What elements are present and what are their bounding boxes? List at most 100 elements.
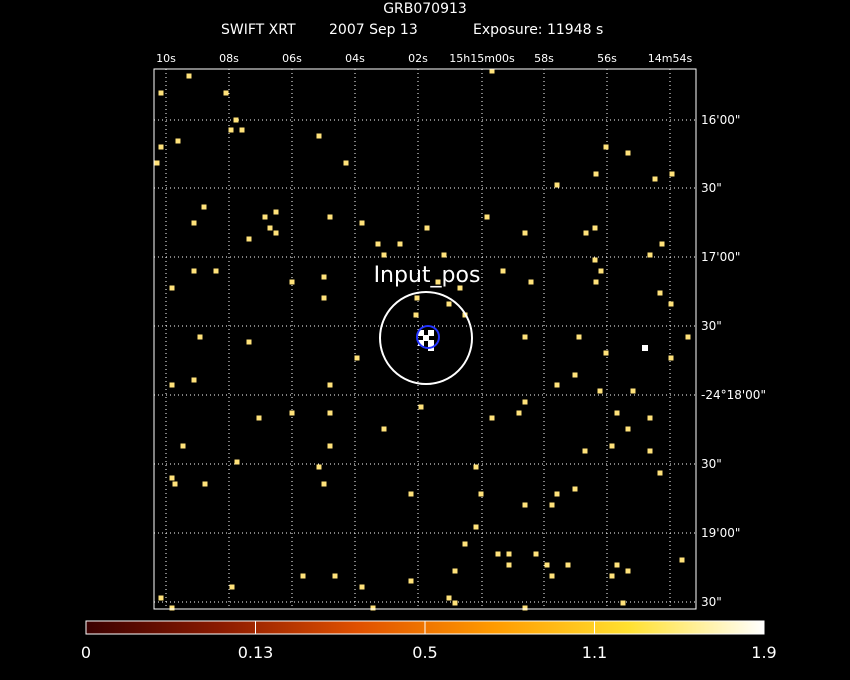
photon-event xyxy=(169,285,175,291)
photon-event xyxy=(598,268,604,274)
photon-event xyxy=(172,481,178,487)
photon-event xyxy=(191,220,197,226)
photon-event xyxy=(625,150,631,156)
photon-event xyxy=(593,279,599,285)
photon-event xyxy=(191,268,197,274)
photon-event xyxy=(647,252,653,258)
dec-tick-label: 30" xyxy=(701,319,722,333)
ra-tick-label: 02s xyxy=(408,52,428,65)
ra-tick-label: 15h15m00s xyxy=(449,52,515,65)
photon-event xyxy=(197,334,203,340)
photon-event xyxy=(446,595,452,601)
photon-events xyxy=(154,68,691,611)
photon-event xyxy=(397,241,403,247)
photon-event xyxy=(473,524,479,530)
photon-event xyxy=(321,274,327,280)
photon-event xyxy=(614,410,620,416)
photon-event xyxy=(175,138,181,144)
photon-event xyxy=(679,557,685,563)
ra-axis-labels: 10s 08s 06s 04s 02s 15h15m00s 58s 56s 14m54s xyxy=(156,52,692,65)
photon-event xyxy=(321,295,327,301)
photon-event xyxy=(418,404,424,410)
photon-event xyxy=(158,90,164,96)
photon-event xyxy=(289,410,295,416)
photon-event xyxy=(583,230,589,236)
photon-event xyxy=(327,410,333,416)
bright-pixel xyxy=(642,345,648,351)
photon-event xyxy=(327,382,333,388)
photon-event xyxy=(620,600,626,606)
photon-event xyxy=(554,182,560,188)
photon-event xyxy=(576,334,582,340)
dec-tick-label: 17'00" xyxy=(701,250,740,264)
photon-event xyxy=(544,562,550,568)
bright-pixel xyxy=(418,340,424,346)
photon-event xyxy=(625,568,631,574)
photon-event xyxy=(246,339,252,345)
photon-event xyxy=(289,279,295,285)
photon-event xyxy=(452,568,458,574)
photon-event xyxy=(582,448,588,454)
photon-event xyxy=(565,562,571,568)
photon-event xyxy=(647,415,653,421)
photon-event xyxy=(180,443,186,449)
photon-event xyxy=(522,502,528,508)
photon-event xyxy=(592,257,598,263)
photon-event xyxy=(169,475,175,481)
photon-event xyxy=(158,595,164,601)
photon-event xyxy=(659,241,665,247)
ra-tick-label: 14m54s xyxy=(648,52,693,65)
photon-event xyxy=(668,301,674,307)
photon-event xyxy=(554,382,560,388)
photon-event xyxy=(462,541,468,547)
photon-event xyxy=(381,252,387,258)
photon-event xyxy=(473,464,479,470)
ra-tick-label: 56s xyxy=(597,52,617,65)
photon-event xyxy=(657,470,663,476)
photon-event xyxy=(424,225,430,231)
dec-tick-label: 16'00" xyxy=(701,113,740,127)
instrument-label: SWIFT XRT xyxy=(221,22,296,38)
photon-event xyxy=(647,448,653,454)
photon-event xyxy=(657,290,663,296)
photon-event xyxy=(321,481,327,487)
photon-event xyxy=(572,486,578,492)
photon-event xyxy=(452,600,458,606)
photon-event xyxy=(457,285,463,291)
photon-event xyxy=(273,209,279,215)
photon-event xyxy=(414,295,420,301)
chart-title: GRB070913 xyxy=(383,1,467,17)
photon-event xyxy=(506,562,512,568)
source-error-circle xyxy=(416,325,440,349)
photon-event xyxy=(597,388,603,394)
bright-pixel xyxy=(428,340,434,346)
photon-event xyxy=(228,127,234,133)
photon-event xyxy=(516,410,522,416)
bright-pixel xyxy=(423,335,429,341)
photon-event xyxy=(506,551,512,557)
photon-event xyxy=(609,573,615,579)
dec-tick-label: 19'00" xyxy=(701,526,740,540)
photon-event xyxy=(522,334,528,340)
colorbar-tick-label: 1.9 xyxy=(751,643,776,662)
photon-event xyxy=(625,426,631,432)
dec-tick-label: 30" xyxy=(701,457,722,471)
photon-event xyxy=(441,252,447,258)
photon-event xyxy=(495,551,501,557)
dec-tick-label: -24°18'00" xyxy=(701,388,766,402)
photon-event xyxy=(603,350,609,356)
photon-event xyxy=(201,204,207,210)
ra-tick-label: 58s xyxy=(534,52,554,65)
photon-event xyxy=(652,176,658,182)
photon-event xyxy=(609,443,615,449)
photon-event xyxy=(191,377,197,383)
photon-event xyxy=(223,90,229,96)
photon-event xyxy=(484,214,490,220)
photon-event xyxy=(489,415,495,421)
photon-event xyxy=(154,160,160,166)
photon-event xyxy=(332,573,338,579)
dec-axis-labels: 16'00" 30" 17'00" 30" -24°18'00" 30" 19'00" 30" xyxy=(701,113,766,609)
ra-tick-label: 10s xyxy=(156,52,176,65)
photon-event xyxy=(316,133,322,139)
